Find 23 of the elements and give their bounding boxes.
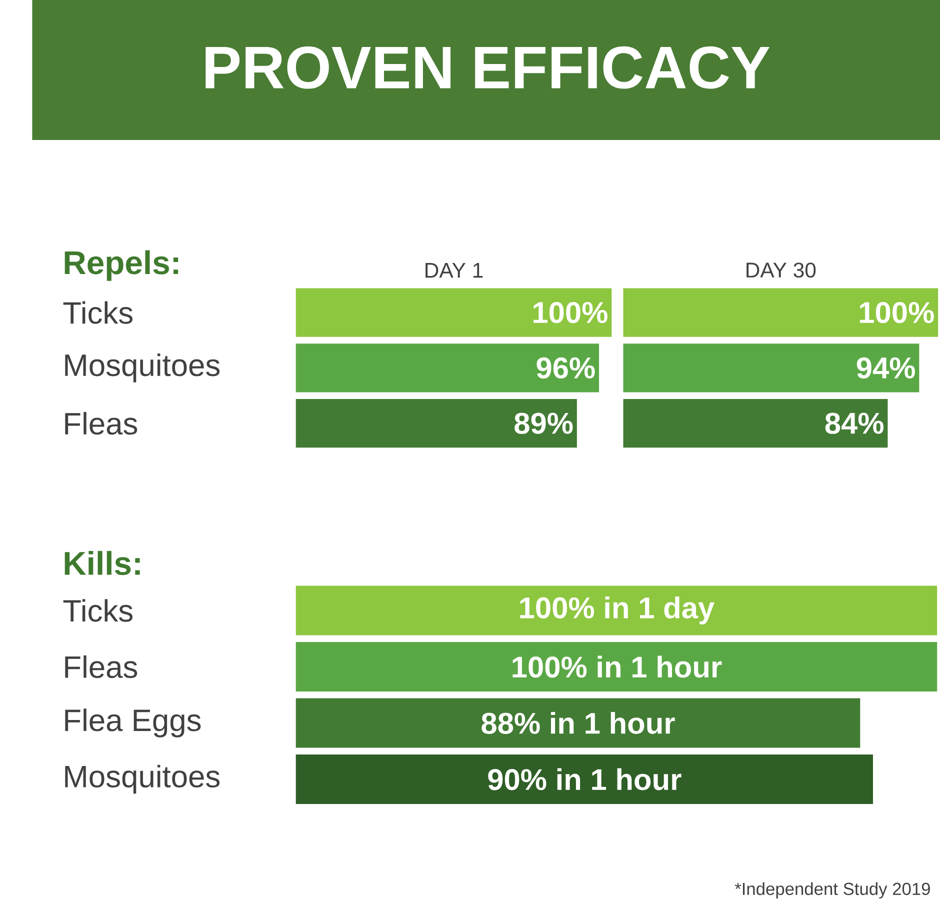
text: *Independent Study 2019 xyxy=(734,882,930,899)
chart-title: DAY 30 xyxy=(746,262,816,278)
y-tick-label: Fleas xyxy=(65,412,138,435)
y-tick-label: Fleas xyxy=(65,655,138,678)
data-label: 84% xyxy=(825,412,884,434)
y-tick-label: Flea Eggs xyxy=(65,708,201,738)
y-tick-label: Mosquitoes xyxy=(65,354,220,382)
y-tick-label: Ticks xyxy=(63,599,132,622)
data-label: 89% xyxy=(514,412,573,434)
data-label: 100% xyxy=(860,302,934,324)
data-label: 100% xyxy=(534,302,608,324)
data-label: 100% in 1 hour xyxy=(512,656,722,678)
y-tick-label: Ticks xyxy=(63,301,132,324)
data-label: 100% in 1 day xyxy=(520,596,714,625)
text: PROVEN EFFICACY xyxy=(206,46,770,89)
text: Repels: xyxy=(64,250,178,281)
data-label: 88% in 1 hour xyxy=(482,712,675,734)
text: Kills: xyxy=(64,551,140,576)
data-label: 90% in 1 hour xyxy=(488,768,682,790)
data-label: 94% xyxy=(856,357,915,379)
data-label: 96% xyxy=(536,357,595,379)
y-tick-label: Mosquitoes xyxy=(65,764,220,794)
chart-title: DAY 1 xyxy=(426,263,483,278)
